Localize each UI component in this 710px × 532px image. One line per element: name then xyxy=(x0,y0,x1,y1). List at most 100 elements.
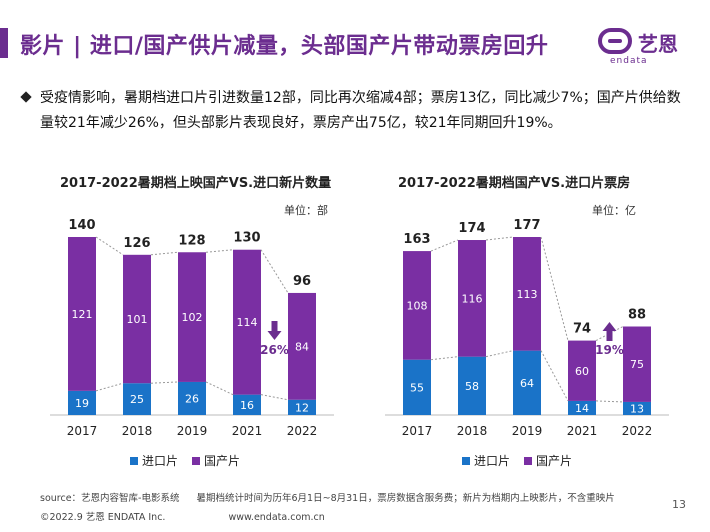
connector-total xyxy=(595,326,624,342)
connector-segment xyxy=(430,356,459,361)
legend-label-imported: 进口片 xyxy=(474,454,511,468)
footer-note: 暑期档统计时间为历年6月1日~8月31日，票房数据含服务费；新片为档期内上映影片… xyxy=(196,493,615,504)
data-label-domestic-2017: 108 xyxy=(407,299,428,312)
data-label-domestic-2021: 114 xyxy=(237,316,258,329)
data-label-domestic-2019: 102 xyxy=(182,311,203,324)
connector-total xyxy=(485,236,514,241)
bar-imported-2017 xyxy=(403,359,431,415)
bullet-diamond-icon xyxy=(20,91,32,103)
data-label-imported-2021: 14 xyxy=(575,402,589,415)
bar-imported-2021 xyxy=(568,400,596,415)
endata-logo-icon xyxy=(598,28,632,54)
title-accent-bar xyxy=(0,28,8,58)
chart1-legend: 进口片 国产片 xyxy=(130,452,254,469)
footer-copyright-line: ©2022.9 艺恩 ENDATA Inc. www.endata.com.cn xyxy=(40,509,325,523)
footer-copyright: ©2022.9 艺恩 ENDATA Inc. xyxy=(40,512,166,523)
data-label-imported-2019: 64 xyxy=(520,377,534,390)
bar-imported-2021 xyxy=(233,394,261,415)
bar-imported-2019 xyxy=(513,350,541,415)
data-label-total-2017: 140 xyxy=(68,218,95,233)
connector-total xyxy=(95,236,124,256)
legend-label-imported: 进口片 xyxy=(142,454,179,468)
tick-label-2021: 2021 xyxy=(567,424,598,438)
data-label-total-2021: 74 xyxy=(573,322,591,337)
connector-segment xyxy=(540,350,569,402)
tick-label-2018: 2018 xyxy=(122,424,153,438)
logo-english-text: endata xyxy=(610,56,648,66)
bar-imported-2018 xyxy=(458,356,486,415)
bar-domestic-2019 xyxy=(513,237,541,351)
arrow-down-icon xyxy=(267,321,282,340)
data-label-imported-2022: 12 xyxy=(295,401,309,414)
legend-swatch-domestic xyxy=(524,456,533,465)
legend-swatch-domestic xyxy=(192,456,201,465)
bar-domestic-2018 xyxy=(458,240,486,357)
connector-segment xyxy=(95,382,124,392)
connector-segment xyxy=(485,350,514,358)
chart2-plot: 55 108 163 2017 58 116 174 2018 64 113 177 2019 14 60… xyxy=(385,218,669,438)
connector-segment xyxy=(595,400,624,403)
legend-item-imported: 进口片 xyxy=(462,452,510,469)
bar-domestic-2017 xyxy=(403,251,431,360)
bar-domestic-2019 xyxy=(178,252,206,382)
data-label-imported-2019: 26 xyxy=(185,392,199,405)
tick-label-2022: 2022 xyxy=(622,424,653,438)
arrow-up-icon xyxy=(602,322,617,341)
bar-domestic-2022 xyxy=(288,292,316,400)
legend-item-domestic: 国产片 xyxy=(524,452,572,469)
connector-total xyxy=(430,239,459,252)
data-label-total-2018: 174 xyxy=(458,221,485,236)
connector-total xyxy=(540,236,569,341)
endata-logo: 艺恩 endata xyxy=(598,24,690,68)
bar-imported-2017 xyxy=(68,390,96,415)
data-label-domestic-2018: 116 xyxy=(462,292,483,305)
bar-imported-2018 xyxy=(123,383,151,415)
legend-item-domestic: 国产片 xyxy=(192,452,240,469)
data-label-total-2019: 177 xyxy=(513,218,540,233)
chart2-legend: 进口片 国产片 xyxy=(462,452,586,469)
bar-imported-2022 xyxy=(288,399,316,415)
connector-total xyxy=(205,249,234,253)
tick-label-2017: 2017 xyxy=(67,424,98,438)
connector-total xyxy=(150,251,179,256)
data-label-domestic-2022: 84 xyxy=(295,340,309,353)
data-label-imported-2017: 19 xyxy=(75,397,89,410)
data-label-total-2022: 96 xyxy=(293,274,311,289)
data-label-total-2022: 88 xyxy=(628,308,646,323)
page-title: 影片 | 进口/国产供片减量，头部国产片带动票房回升 xyxy=(20,34,549,59)
data-label-total-2021: 130 xyxy=(233,231,260,246)
legend-label-domestic: 国产片 xyxy=(536,454,573,468)
data-label-domestic-2018: 101 xyxy=(127,313,148,326)
bar-domestic-2017 xyxy=(68,237,96,391)
data-label-imported-2018: 58 xyxy=(465,380,479,393)
bar-imported-2022 xyxy=(623,401,651,415)
data-label-imported-2022: 13 xyxy=(630,402,644,415)
bar-imported-2019 xyxy=(178,381,206,415)
tick-label-2017: 2017 xyxy=(402,424,433,438)
legend-item-imported: 进口片 xyxy=(130,452,178,469)
summary-text: 受疫情影响，暑期档进口片引进数量12部，同比再次缩减4部；票房13亿，同比减少7… xyxy=(40,90,681,131)
chart1-title: 2017-2022暑期档上映国产VS.进口新片数量 xyxy=(60,176,332,191)
data-label-domestic-2019: 113 xyxy=(517,288,538,301)
data-label-total-2017: 163 xyxy=(403,232,430,247)
data-label-total-2018: 126 xyxy=(123,236,150,251)
bar-domestic-2021 xyxy=(233,249,261,395)
tick-label-2019: 2019 xyxy=(512,424,543,438)
connector-segment xyxy=(150,381,179,384)
legend-swatch-imported xyxy=(462,456,470,465)
tick-label-2019: 2019 xyxy=(177,424,208,438)
footer-website: www.endata.com.cn xyxy=(228,512,325,523)
chart2-title: 2017-2022暑期档国产VS.进口片票房 xyxy=(398,176,631,191)
connector-segment xyxy=(260,394,289,401)
legend-label-domestic: 国产片 xyxy=(204,454,241,468)
bar-domestic-2021 xyxy=(568,340,596,401)
data-label-domestic-2022: 75 xyxy=(630,358,644,371)
logo-chinese-text: 艺恩 xyxy=(638,32,678,56)
chart1-unit: 单位：部 xyxy=(284,204,328,217)
data-label-imported-2017: 55 xyxy=(410,381,424,394)
legend-swatch-imported xyxy=(130,456,138,465)
connector-total xyxy=(260,249,289,294)
data-label-domestic-2017: 121 xyxy=(72,308,93,321)
bar-domestic-2018 xyxy=(123,254,151,384)
tick-label-2022: 2022 xyxy=(287,424,318,438)
